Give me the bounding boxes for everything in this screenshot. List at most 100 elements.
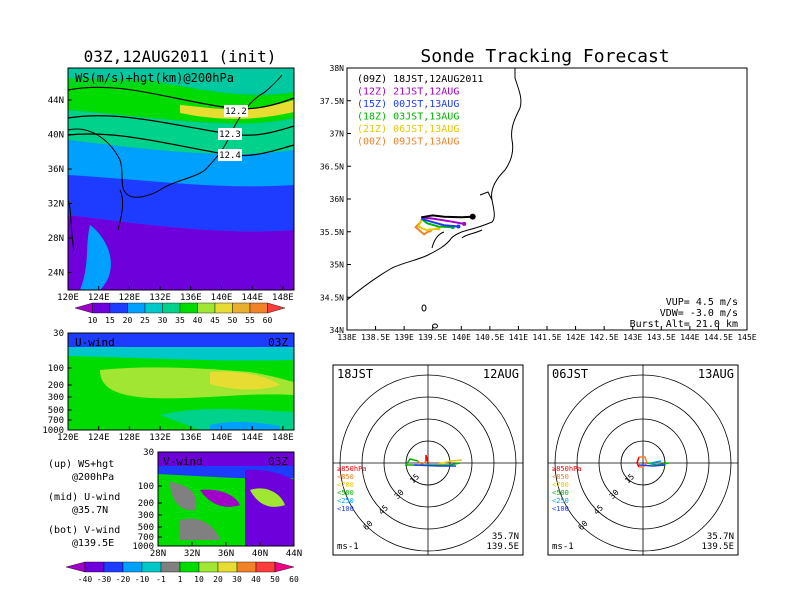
- track-lon-tick-label: 139E: [395, 333, 414, 342]
- track-lon-tick-label: 142.5E: [590, 333, 619, 342]
- hodograph-lon: 139.5E: [701, 542, 734, 552]
- track-lat-tick-label: 37N: [330, 130, 345, 139]
- hodograph-legend-entry: <100: [337, 505, 354, 513]
- track-series-line: [421, 214, 473, 219]
- track-lon-tick-label: 143.5E: [647, 333, 676, 342]
- u-x-tick-label: 148E: [272, 433, 294, 443]
- uv-colorbar-swatch: [217, 561, 238, 573]
- contour-label-123: 12.3: [219, 130, 241, 140]
- u-wind-lon-ticks: 120E 124E 128E 132E 136E 140E 144E 148E: [57, 426, 294, 443]
- u-x-tick-label: 120E: [57, 433, 79, 443]
- hodograph-legend-entry: <250: [337, 497, 354, 505]
- ws-colorbar-label: 35: [175, 316, 185, 325]
- ws-colorbar-label: 30: [158, 316, 168, 325]
- ws-colorbar-label: 60: [263, 316, 273, 325]
- track-lon-tick-label: 145E: [737, 333, 756, 342]
- map-lat-tick-label: 28N: [48, 234, 64, 244]
- coastline: [346, 68, 522, 301]
- track-lon-tick-label: 141E: [509, 333, 528, 342]
- contour-labels: 12.2 12.3 12.4: [218, 105, 248, 161]
- track-lat-tick-label: 34N: [330, 326, 345, 335]
- v-y-tick-label: 300: [138, 511, 154, 521]
- hodograph-wind-trace: [650, 460, 662, 464]
- ws-colorbar-swatch: [267, 302, 286, 314]
- ws-colorbar-label: 45: [210, 316, 220, 325]
- u-y-tick-label: 500: [48, 406, 64, 416]
- hodograph-legend-entry: <700: [552, 481, 569, 489]
- right-title: Sonde Tracking Forecast: [420, 46, 669, 67]
- ws-colorbar-label: 20: [123, 316, 133, 325]
- track-lon-tick-label: 140.5E: [475, 333, 504, 342]
- track-series-line: [417, 219, 439, 232]
- map-lat-tick-label: 40N: [48, 131, 64, 141]
- map-lat-tick-label: 44N: [48, 96, 64, 106]
- v-x-tick-label: 32N: [184, 549, 200, 559]
- track-lon-ticks: 138E 138.5E 139E 139.5E 140E 140.5E 141E 141.5E…: [337, 326, 757, 342]
- v-wind-lat-ticks: 28N 32N 36N 40N 44N: [150, 542, 302, 559]
- map-lon-tick-label: 120E: [57, 293, 79, 303]
- track-lon-tick-label: 141.5E: [533, 333, 562, 342]
- track-lat-tick-label: 36.5N: [320, 162, 344, 171]
- map-lon-tick-label: 140E: [211, 293, 233, 303]
- hodograph-date: 13AUG: [698, 367, 734, 381]
- hodograph-lat: 35.7N: [492, 532, 519, 542]
- map-lat-tick-label: 36N: [48, 165, 64, 175]
- track-legend-entry: (09Z) 18JST,12AUG2011: [357, 74, 483, 85]
- hodograph-wind-trace: [636, 456, 640, 468]
- uv-colorbar-swatch: [122, 561, 143, 573]
- track-series-line: [420, 217, 453, 229]
- hodograph-legend-entry: <100: [552, 505, 569, 513]
- ws-colorbar-swatch: [92, 302, 111, 314]
- track-lat-tick-label: 37.5N: [320, 97, 344, 106]
- track-lat-tick-label: 35.5N: [320, 228, 344, 237]
- map-lon-tick-label: 132E: [149, 293, 171, 303]
- note-up: (up) WS+hgt: [48, 459, 114, 470]
- hodograph-date-bg: [471, 366, 522, 380]
- uv-colorbar: -40 -30 -20 -10 -1 1 10 20 30 40 50 60: [65, 561, 299, 584]
- map-lon-ticks: 120E 124E 128E 132E 136E 140E 144E 148E: [57, 286, 294, 303]
- track-lon-tick-label: 144E: [680, 333, 699, 342]
- hodograph-legend-entry: <850: [337, 473, 354, 481]
- uv-colorbar-label: 60: [289, 575, 299, 584]
- u-x-tick-label: 140E: [211, 433, 233, 443]
- uv-colorbar-label: -20: [116, 575, 131, 584]
- uv-colorbar-label: -1: [156, 575, 166, 584]
- track-endpoint: [456, 224, 461, 229]
- uv-colorbar-swatch: [103, 561, 124, 573]
- v-x-tick-label: 40N: [252, 549, 268, 559]
- track-lon-tick-label: 142E: [566, 333, 585, 342]
- track-series-line: [421, 216, 465, 225]
- ws-colorbar-swatch: [144, 302, 163, 314]
- ws-colorbar-swatch: [109, 302, 128, 314]
- ws-colorbar-swatch: [214, 302, 233, 314]
- u-y-tick-label: 300: [48, 393, 64, 403]
- uv-colorbar-label: 30: [232, 575, 242, 584]
- hodograph-unit: ms-1: [552, 542, 574, 552]
- vdw-text: VDW= -3.0 m/s: [660, 308, 738, 319]
- uv-colorbar-label: 1: [178, 575, 183, 584]
- hodograph-legend-entry: ≥850hPa: [337, 465, 367, 473]
- map-lat-ticks: 44N 40N 36N 32N 28N 24N: [48, 96, 72, 279]
- v-y-tick-label: 1000: [132, 542, 154, 552]
- uv-colorbar-swatch: [198, 561, 219, 573]
- hodograph-wind-trace: [437, 459, 463, 465]
- u-x-tick-label: 132E: [149, 433, 171, 443]
- track-lon-tick-label: 143E: [623, 333, 642, 342]
- vup-text: VUP= 4.5 m/s: [666, 297, 738, 308]
- v-x-tick-label: 28N: [150, 549, 166, 559]
- note-mid2: @35.7N: [72, 505, 108, 516]
- v-y-tick-label: 200: [138, 499, 154, 509]
- uv-colorbar-label: 10: [194, 575, 204, 584]
- hodograph-wind-trace: [413, 464, 456, 467]
- hodograph-legend-entry: <500: [337, 489, 354, 497]
- u-x-tick-label: 136E: [180, 433, 202, 443]
- u-y-tick-label: 100: [48, 364, 64, 374]
- hodograph-legend-entry: <250: [552, 497, 569, 505]
- ws-colorbar-label: 50: [228, 316, 238, 325]
